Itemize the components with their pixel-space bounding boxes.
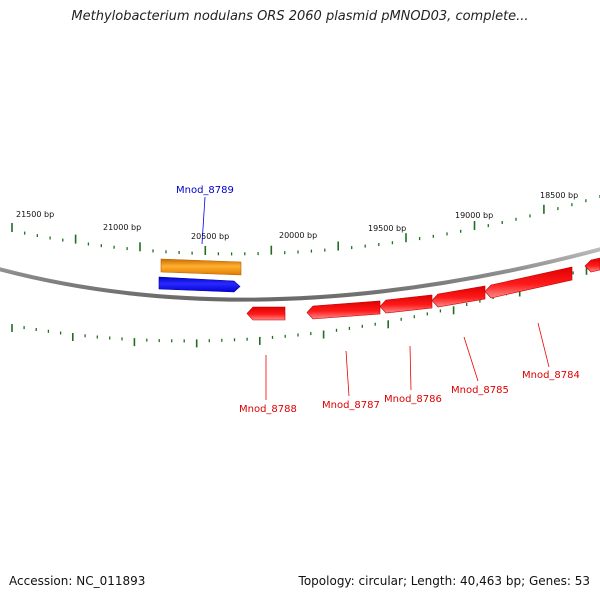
gene-mnod-8786-arrow[interactable]: [379, 294, 433, 314]
gene-label[interactable]: Mnod_8786: [384, 394, 442, 405]
feature-bar[interactable]: [160, 258, 242, 276]
ruler-labels: 21500 bp 21000 bp 20500 bp 20000 bp 1950…: [16, 191, 578, 241]
tick-label: 20000 bp: [279, 231, 317, 240]
map-title: Methylobacterium nodulans ORS 2060 plasm…: [71, 9, 529, 24]
outer-ruler-ticks: [11, 195, 600, 256]
plasmid-backbone: [0, 247, 600, 302]
gene-mnod-8788-arrow[interactable]: [246, 306, 286, 321]
tick-label: 21000 bp: [103, 223, 141, 232]
gene-label[interactable]: Mnod_8787: [322, 400, 380, 411]
inner-ruler-ticks: [11, 262, 600, 348]
topology-summary: Topology: circular; Length: 40,463 bp; G…: [298, 574, 590, 588]
leader-line: [345, 350, 350, 397]
gene-mnod-8787-arrow[interactable]: [306, 300, 381, 320]
tick-label: 20500 bp: [191, 232, 229, 241]
tick-label: 19500 bp: [368, 224, 406, 233]
gene-mnod-8785-arrow[interactable]: [431, 285, 486, 308]
gene-partial-arrow[interactable]: [584, 257, 600, 273]
gene-label[interactable]: Mnod_8784: [522, 370, 580, 381]
accession-text: Accession: NC_011893: [9, 574, 146, 588]
leader-line: [409, 345, 412, 391]
gene-label[interactable]: Mnod_8785: [451, 385, 509, 396]
tick-label: 18500 bp: [540, 191, 578, 200]
gene-label[interactable]: Mnod_8789: [176, 185, 234, 196]
leader-line: [201, 196, 206, 245]
tick-label: 21500 bp: [16, 210, 54, 219]
leader-line: [463, 336, 479, 382]
gene-mnod-8789-arrow[interactable]: [158, 276, 241, 293]
leader-line: [537, 322, 550, 368]
gene-mnod-8784-arrow[interactable]: [484, 266, 573, 299]
gene-label[interactable]: Mnod_8788: [239, 404, 297, 415]
tick-label: 19000 bp: [455, 211, 493, 220]
